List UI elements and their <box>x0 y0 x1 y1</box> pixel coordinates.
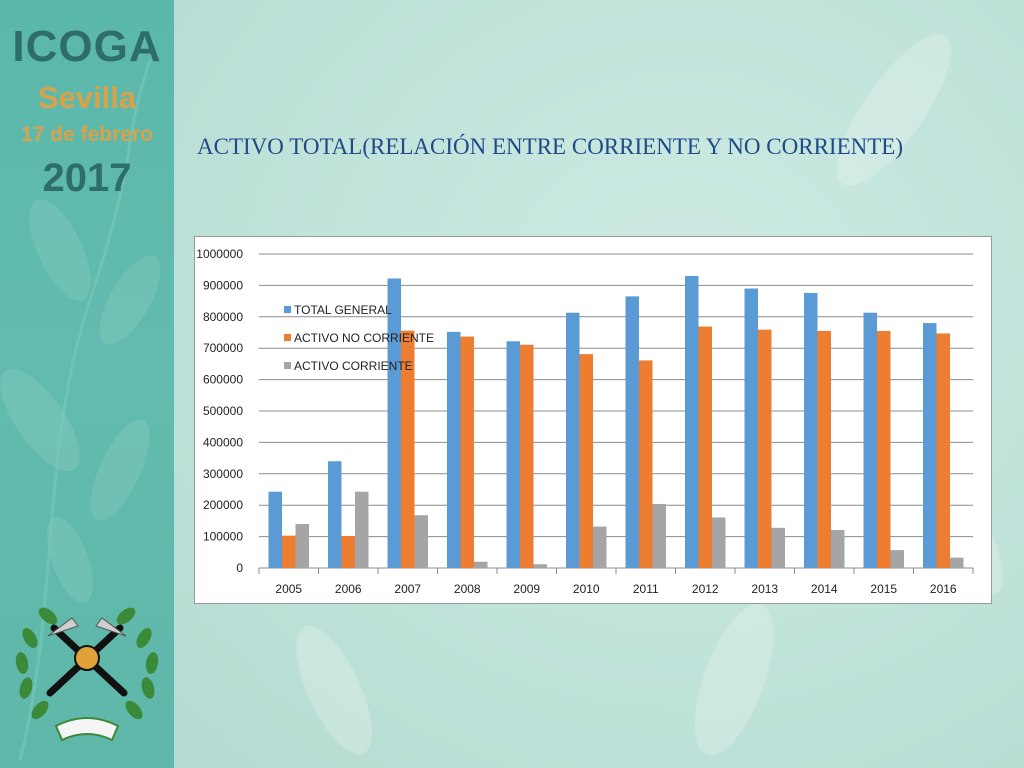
y-tick-label: 0 <box>236 561 243 575</box>
sidebar: ICOGA Sevilla 17 de febrero 2017 <box>0 0 174 768</box>
y-tick-label: 200000 <box>203 498 243 512</box>
bar <box>863 312 877 568</box>
bar <box>566 312 580 568</box>
x-tick-label: 2008 <box>454 582 481 596</box>
bar <box>593 526 607 568</box>
bar <box>639 360 653 568</box>
y-tick-label: 400000 <box>203 435 243 449</box>
bar <box>744 288 758 568</box>
x-tick-label: 2015 <box>870 582 897 596</box>
bar <box>579 354 593 568</box>
bar <box>712 517 726 568</box>
y-tick-label: 100000 <box>203 530 243 544</box>
brand-year: 2017 <box>42 156 132 200</box>
brand-city: Sevilla <box>37 80 137 115</box>
legend-label: ACTIVO CORRIENTE <box>294 359 413 373</box>
bar <box>341 535 355 568</box>
x-tick-label: 2005 <box>275 582 302 596</box>
bar <box>520 344 534 568</box>
bar <box>771 527 785 568</box>
legend-label: TOTAL GENERAL <box>294 303 392 317</box>
bar <box>890 550 904 568</box>
y-tick-label: 700000 <box>203 341 243 355</box>
brand-name: ICOGA <box>12 22 162 71</box>
x-tick-label: 2014 <box>811 582 838 596</box>
y-tick-label: 300000 <box>203 467 243 481</box>
bar <box>282 535 296 568</box>
y-tick-label: 500000 <box>203 404 243 418</box>
x-tick-label: 2016 <box>930 582 957 596</box>
bar <box>506 341 520 568</box>
x-tick-label: 2009 <box>513 582 540 596</box>
legend-label: ACTIVO NO CORRIENTE <box>294 331 434 345</box>
bar <box>817 330 831 568</box>
x-tick-label: 2013 <box>751 582 778 596</box>
icoga-emblem-icon <box>15 607 159 742</box>
legend-swatch <box>284 362 291 369</box>
brand-date: 17 de febrero <box>21 123 153 146</box>
bar <box>295 524 309 568</box>
bar <box>460 336 474 568</box>
bar <box>936 333 950 568</box>
bar <box>401 330 415 568</box>
legend-swatch <box>284 306 291 313</box>
bar <box>758 329 772 568</box>
x-tick-label: 2010 <box>573 582 600 596</box>
y-tick-label: 600000 <box>203 373 243 387</box>
bar <box>625 296 639 568</box>
bar <box>652 503 666 568</box>
bar <box>447 331 461 568</box>
bar <box>923 323 937 568</box>
leaf-decoration <box>0 59 161 761</box>
x-tick-label: 2012 <box>692 582 719 596</box>
bar <box>698 326 712 568</box>
slide-title: ACTIVO TOTAL(RELACIÓN ENTRE CORRIENTE Y … <box>197 134 903 159</box>
bar <box>328 461 342 568</box>
bar <box>387 278 401 568</box>
x-tick-label: 2011 <box>633 582 659 596</box>
y-tick-label: 900000 <box>203 278 243 292</box>
x-tick-label: 2006 <box>335 582 362 596</box>
bar <box>355 491 369 568</box>
bar <box>831 530 845 568</box>
bar <box>950 557 964 568</box>
bar <box>414 515 428 568</box>
y-tick-label: 800000 <box>203 310 243 324</box>
bar <box>804 292 818 568</box>
legend-swatch <box>284 334 291 341</box>
bar <box>474 561 488 568</box>
chart-container: 0 100000 200000 300000 400000 500000 600000 700… <box>194 236 992 604</box>
bar-chart: 0 100000 200000 300000 400000 500000 600000 700… <box>196 247 974 596</box>
x-tick-label: 2007 <box>394 582 421 596</box>
bar <box>877 330 891 568</box>
bar <box>268 491 282 568</box>
bar <box>533 564 547 568</box>
y-tick-label: 1000000 <box>196 247 243 261</box>
bar <box>685 275 699 568</box>
